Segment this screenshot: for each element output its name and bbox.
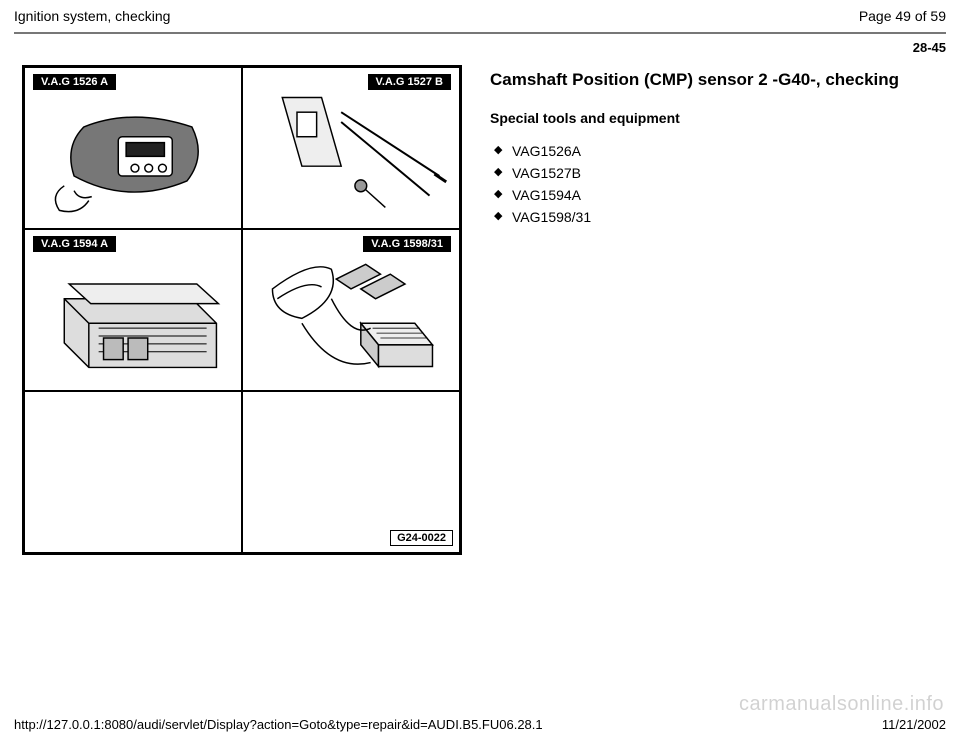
tool-cell-1527b: V.A.G 1527 B [242,67,460,229]
tool-cell-empty [24,391,242,553]
tool-drawing-multimeter [25,68,241,228]
list-item: VAG1526A [490,140,938,162]
content-row: V.A.G 1526 A V.A.G 1527 B [0,65,960,555]
page-footer: http://127.0.0.1:8080/audi/servlet/Displ… [0,717,960,732]
page-header: Ignition system, checking Page 49 of 59 [0,0,960,28]
text-column: Camshaft Position (CMP) sensor 2 -G40-, … [490,65,938,555]
tool-cell-1526a: V.A.G 1526 A [24,67,242,229]
figure-reference: G24-0022 [390,530,453,546]
tool-drawing-test-box [243,230,459,390]
tool-drawing-adapter-case [25,230,241,390]
tool-cell-1594a: V.A.G 1594 A [24,229,242,391]
tool-grid: V.A.G 1526 A V.A.G 1527 B [22,65,462,555]
list-item: VAG1594A [490,184,938,206]
header-rule [14,32,946,34]
watermark: carmanualsonline.info [739,693,944,716]
tool-cell-empty: G24-0022 [242,391,460,553]
illustration-column: V.A.G 1526 A V.A.G 1527 B [22,65,462,555]
list-item: VAG1598/31 [490,206,938,228]
subheading: Special tools and equipment [490,110,938,126]
footer-url: http://127.0.0.1:8080/audi/servlet/Displ… [14,717,543,732]
footer-date: 11/21/2002 [882,717,946,732]
tool-drawing-tester [243,68,459,228]
tool-cell-1598-31: V.A.G 1598/31 [242,229,460,391]
page-counter: Page 49 of 59 [859,8,946,24]
tools-list: VAG1526A VAG1527B VAG1594A VAG1598/31 [490,140,938,228]
section-page-ref: 28-45 [0,40,960,65]
list-item: VAG1527B [490,162,938,184]
doc-title: Ignition system, checking [14,8,170,24]
section-title: Camshaft Position (CMP) sensor 2 -G40-, … [490,69,938,90]
